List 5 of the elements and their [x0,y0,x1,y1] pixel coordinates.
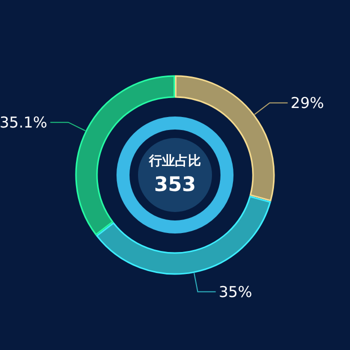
data-label: 29% [290,94,324,112]
text: 行业占比 [148,154,201,169]
text: 353 [154,172,196,196]
data-label: 35.1% [0,114,48,132]
data-label: 35% [218,283,252,302]
